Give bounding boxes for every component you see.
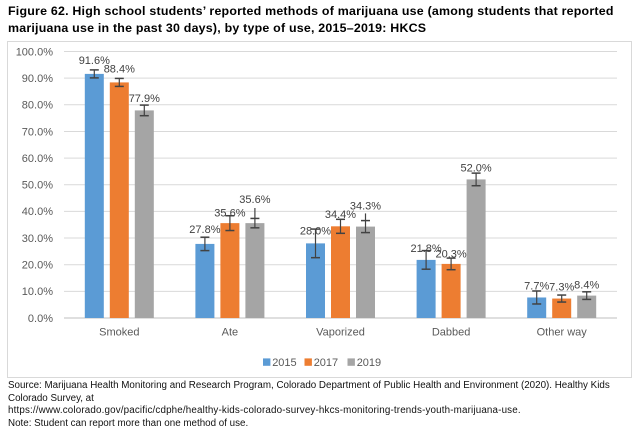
svg-text:40.0%: 40.0%	[22, 206, 53, 218]
svg-text:10.0%: 10.0%	[22, 286, 53, 298]
svg-text:60.0%: 60.0%	[22, 153, 53, 165]
svg-text:34.4%: 34.4%	[325, 209, 356, 221]
svg-text:30.0%: 30.0%	[22, 233, 53, 245]
svg-text:0.0%: 0.0%	[28, 313, 53, 325]
svg-text:Dabbed: Dabbed	[432, 327, 471, 339]
svg-text:2015: 2015	[272, 357, 296, 369]
svg-text:Ate: Ate	[222, 327, 239, 339]
svg-text:20.3%: 20.3%	[435, 249, 466, 261]
svg-text:20.0%: 20.0%	[22, 260, 53, 272]
svg-text:2019: 2019	[357, 357, 381, 369]
svg-text:Other way: Other way	[537, 327, 588, 339]
svg-text:Vaporized: Vaporized	[316, 327, 365, 339]
svg-text:35.6%: 35.6%	[214, 208, 245, 220]
svg-text:7.3%: 7.3%	[549, 282, 574, 294]
svg-text:88.4%: 88.4%	[104, 64, 135, 76]
svg-text:27.8%: 27.8%	[189, 224, 220, 236]
svg-text:70.0%: 70.0%	[22, 126, 53, 138]
svg-text:77.9%: 77.9%	[129, 93, 160, 105]
svg-text:21.8%: 21.8%	[410, 243, 441, 255]
svg-text:100.0%: 100.0%	[16, 46, 54, 58]
svg-text:Smoked: Smoked	[99, 327, 139, 339]
svg-text:7.7%: 7.7%	[524, 281, 549, 293]
svg-text:91.6%: 91.6%	[79, 55, 110, 67]
svg-text:34.3%: 34.3%	[350, 201, 381, 213]
svg-text:52.0%: 52.0%	[460, 163, 491, 175]
svg-text:80.0%: 80.0%	[22, 100, 53, 112]
svg-text:8.4%: 8.4%	[574, 280, 599, 292]
svg-text:35.6%: 35.6%	[239, 194, 270, 206]
svg-text:2017: 2017	[314, 357, 338, 369]
svg-text:28.0%: 28.0%	[300, 226, 331, 238]
svg-text:50.0%: 50.0%	[22, 180, 53, 192]
svg-text:90.0%: 90.0%	[22, 73, 53, 85]
